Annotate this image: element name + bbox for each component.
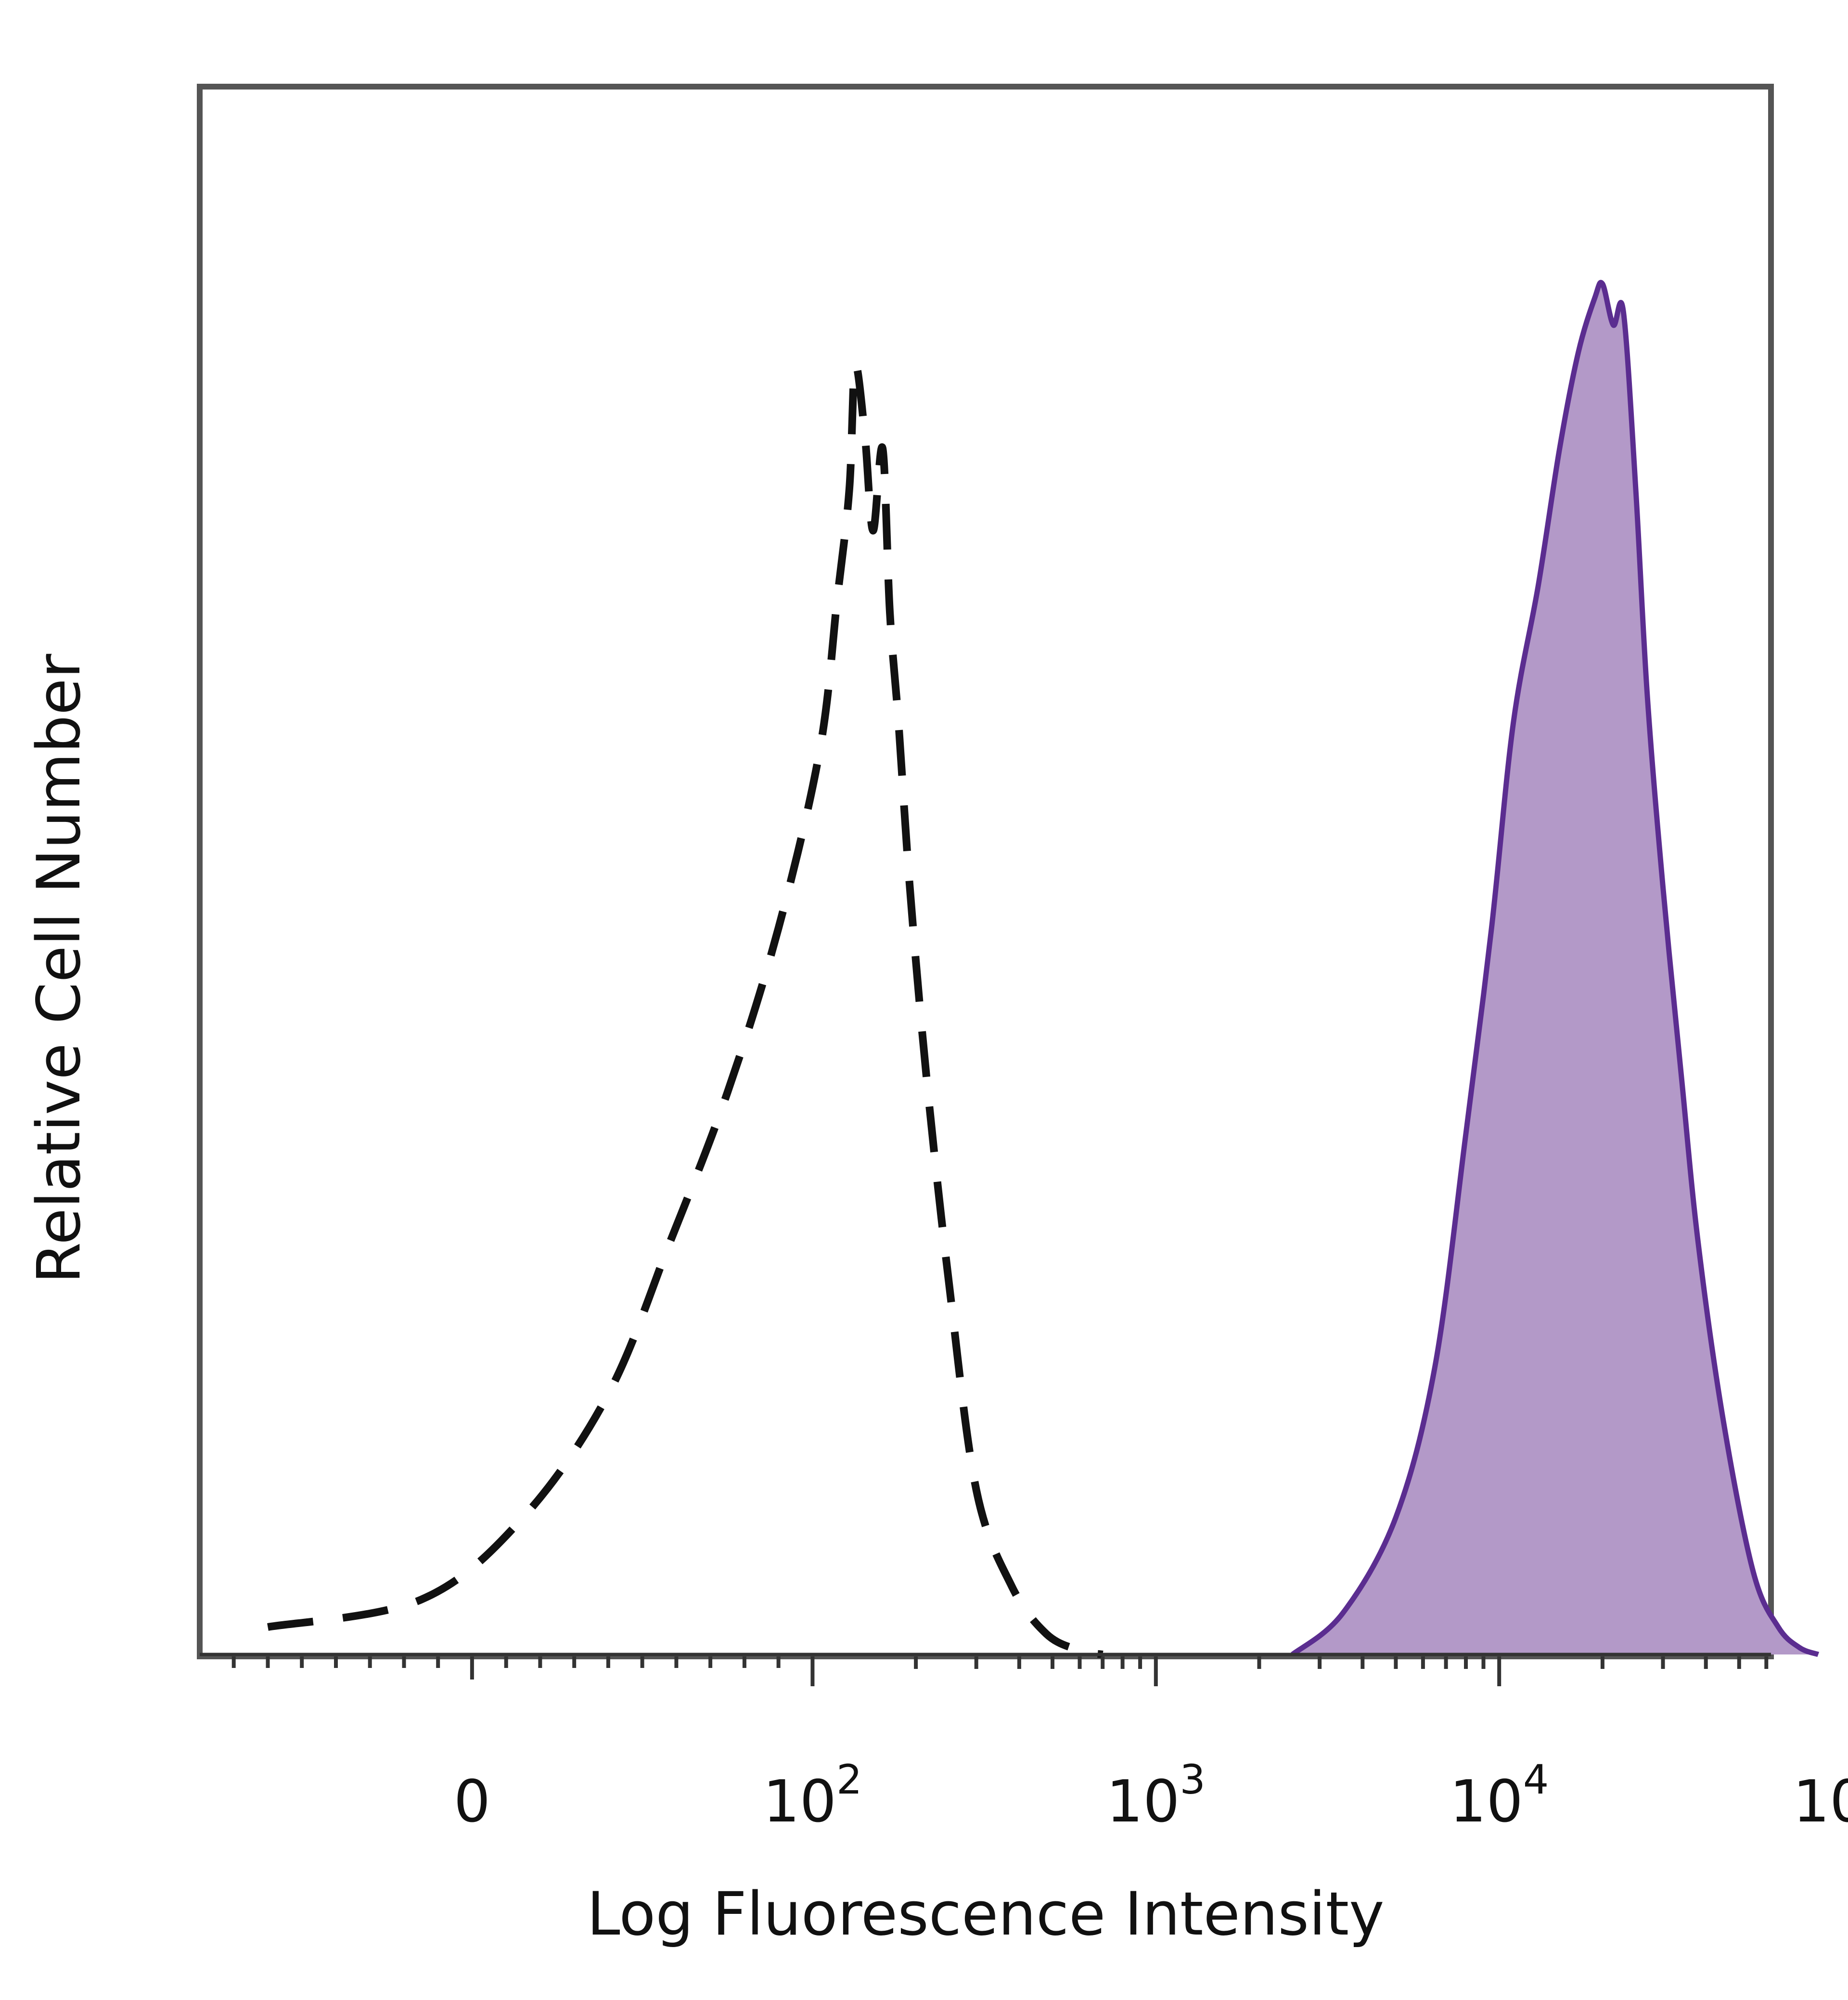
x-axis-ticks: [231, 1656, 1769, 1686]
x-tick-label: 104: [1450, 1756, 1549, 1835]
x-tick-label: 102: [763, 1756, 862, 1835]
x-tick-label: 0: [454, 1769, 490, 1835]
series-layer: [200, 280, 1820, 1658]
x-tick-label: 103: [1106, 1756, 1206, 1835]
x-tick-label: 105: [1793, 1756, 1848, 1835]
histogram-fill-1: [1292, 282, 1819, 1654]
x-axis-tick-labels: 0 102 103 104 105: [454, 1756, 1848, 1835]
x-axis-title: Log Fluorescence Intensity: [587, 1880, 1385, 1949]
histogram-line-1: [1291, 280, 1820, 1657]
histogram-line-0: [267, 361, 1104, 1658]
y-axis-title: Relative Cell Number: [25, 654, 94, 1284]
